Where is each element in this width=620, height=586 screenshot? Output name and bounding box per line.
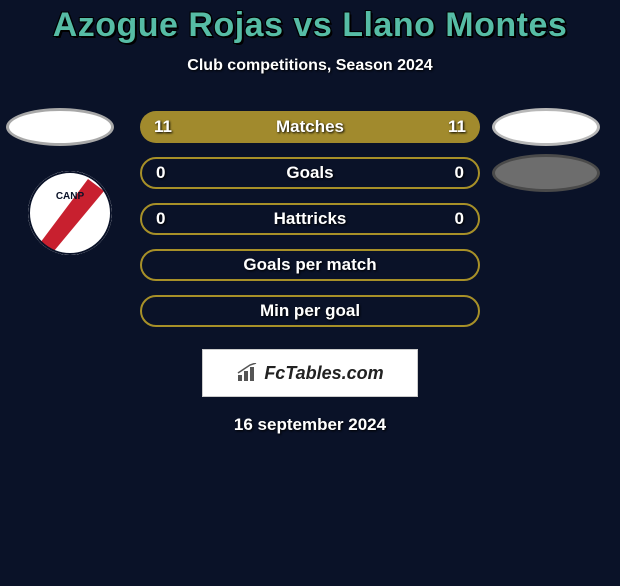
stat-label: Min per goal (260, 301, 360, 321)
stat-label: Goals per match (243, 255, 376, 275)
stat-value-left: 0 (156, 163, 165, 183)
comparison-chart: CANP 11 Matches 11 0 Goals 0 0 Hattricks 0 Goals … (0, 111, 620, 327)
player-right-badge-2 (492, 154, 600, 192)
svg-text:CANP: CANP (56, 191, 85, 202)
stat-row-goals: 0 Goals 0 (140, 157, 480, 189)
stat-value-right: 11 (448, 117, 466, 137)
stat-value-right: 0 (455, 163, 464, 183)
stat-value-right: 0 (455, 209, 464, 229)
subtitle: Club competitions, Season 2024 (0, 57, 620, 75)
stat-row-goals-per-match: Goals per match (140, 249, 480, 281)
stat-value-left: 11 (154, 117, 172, 137)
brand-chart-icon (236, 363, 260, 383)
stat-value-left: 0 (156, 209, 165, 229)
player-left-badge (6, 108, 114, 146)
stat-label: Matches (276, 117, 344, 137)
page-title: Azogue Rojas vs Llano Montes (0, 6, 620, 45)
club-crest-left: CANP (28, 171, 112, 255)
player-right-badge-1 (492, 108, 600, 146)
brand-text: FcTables.com (264, 363, 383, 384)
date-text: 16 september 2024 (0, 415, 620, 435)
stat-label: Goals (286, 163, 333, 183)
stat-row-min-per-goal: Min per goal (140, 295, 480, 327)
stat-label: Hattricks (274, 209, 347, 229)
brand-box: FcTables.com (202, 349, 418, 397)
stat-row-hattricks: 0 Hattricks 0 (140, 203, 480, 235)
stat-row-matches: 11 Matches 11 (140, 111, 480, 143)
